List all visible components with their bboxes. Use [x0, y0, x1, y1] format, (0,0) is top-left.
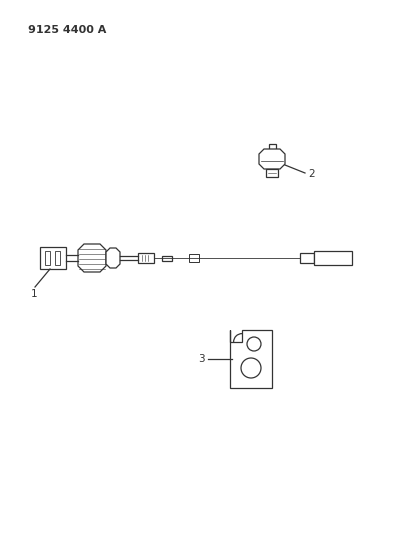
Polygon shape: [230, 330, 272, 388]
Bar: [162, 255, 172, 261]
Bar: [266, 169, 278, 177]
Bar: [314, 251, 352, 265]
Text: 3: 3: [199, 354, 205, 364]
Bar: [189, 254, 199, 262]
Bar: [45, 252, 50, 264]
Polygon shape: [78, 244, 106, 272]
Circle shape: [247, 337, 261, 351]
Polygon shape: [259, 149, 285, 169]
Bar: [300, 253, 314, 263]
Text: 1: 1: [31, 289, 37, 299]
Bar: [138, 253, 154, 263]
Bar: [55, 252, 60, 264]
Bar: [40, 247, 66, 269]
Text: 9125 4400 A: 9125 4400 A: [28, 25, 106, 35]
Bar: [268, 144, 275, 155]
Polygon shape: [106, 248, 120, 268]
Circle shape: [241, 358, 261, 378]
Text: 2: 2: [308, 169, 315, 179]
